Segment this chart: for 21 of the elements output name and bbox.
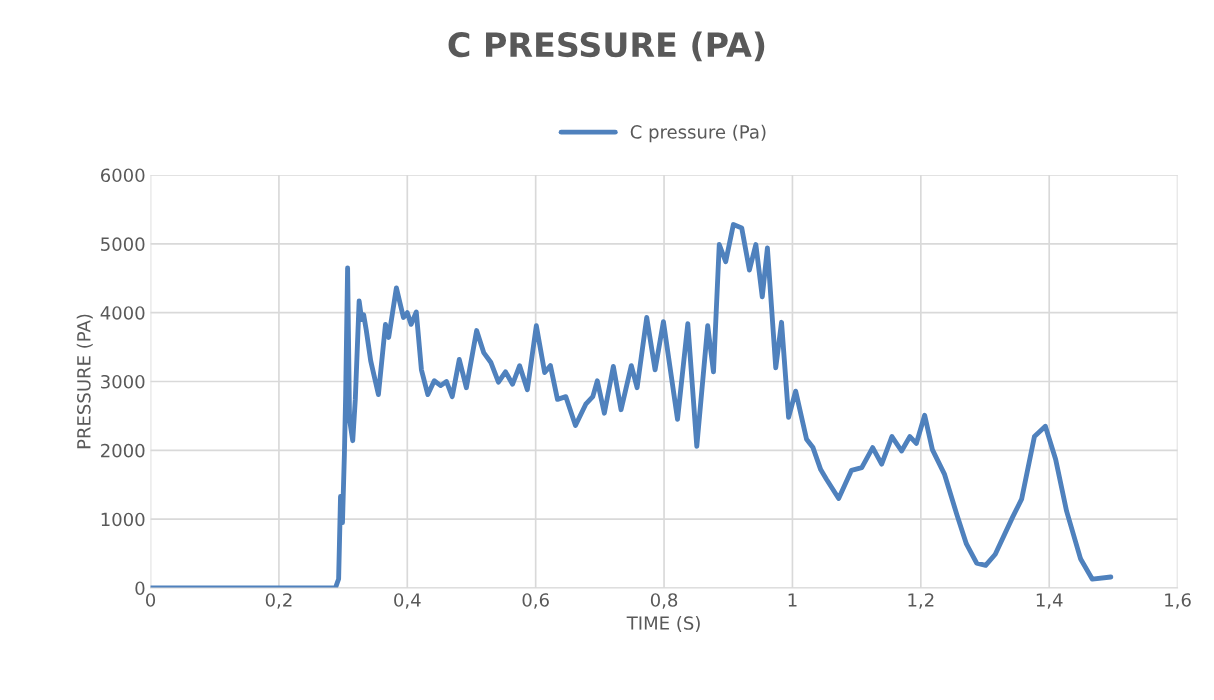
y-tick-label: 0: [135, 581, 145, 596]
x-tick-label: 1,4: [1036, 593, 1063, 609]
legend-label: C pressure (Pa): [630, 124, 766, 143]
chart-title: C PRESSURE (PA): [448, 31, 765, 62]
y-axis-title: PRESSURE (PA): [76, 314, 93, 449]
x-tick-label: 0: [145, 593, 156, 607]
x-tick-label: 0,8: [650, 593, 678, 609]
line-series: [150, 222, 1114, 588]
x-tick-label: 0,4: [394, 593, 421, 609]
x-axis-title: TIME (S): [626, 615, 700, 632]
y-tick-label: 1000: [101, 512, 145, 527]
x-tick-label: 0,6: [522, 593, 549, 609]
y-tick-label: 3000: [101, 374, 145, 389]
y-tick-label: 4000: [100, 306, 145, 320]
x-tick-label: 1: [788, 593, 797, 607]
y-tick-label: 5000: [101, 237, 145, 251]
y-tick-label: 2000: [101, 443, 145, 458]
x-tick-label: 1,2: [908, 593, 934, 609]
x-tick-label: 1,6: [1165, 593, 1191, 609]
y-tick-label: 6000: [100, 168, 145, 183]
x-tick-label: 0,2: [265, 593, 292, 609]
